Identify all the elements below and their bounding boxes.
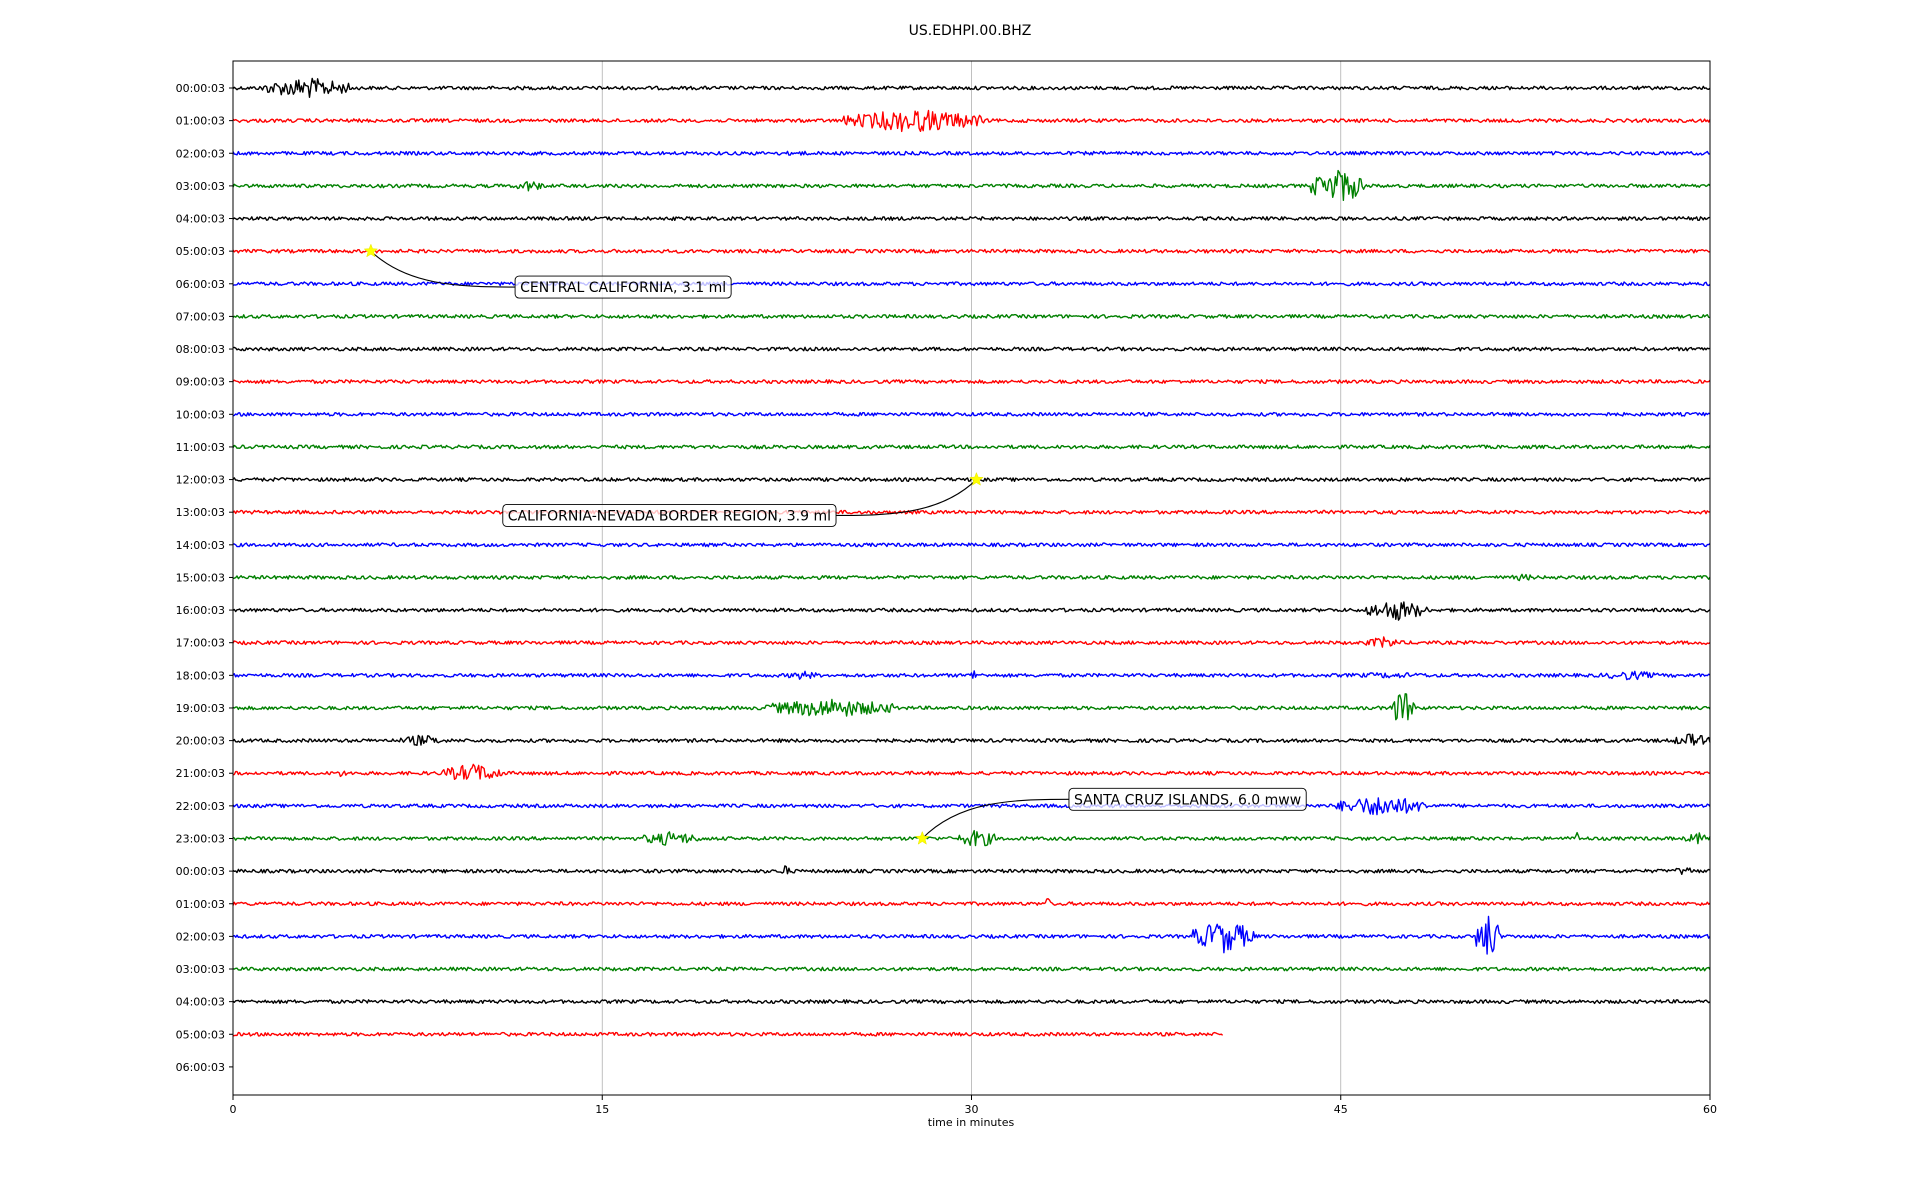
event-annotation-0: CENTRAL CALIFORNIA, 3.1 ml: [363, 243, 732, 299]
event-star-icon-0: [363, 243, 379, 258]
row-label-21: 21:00:03: [176, 767, 225, 780]
plot-frame: [232, 60, 1711, 1096]
trace-row-11: [232, 444, 1711, 450]
x-tick-label-0: 0: [230, 1103, 237, 1116]
trace-row-21: [232, 763, 1711, 780]
trace-row-24: [232, 865, 1711, 875]
event-annotation-1: CALIFORNIA-NEVADA BORDER REGION, 3.9 ml: [502, 471, 984, 527]
trace-row-27: [232, 966, 1711, 972]
trace-row-22: [232, 797, 1711, 816]
x-tick-label-3: 45: [1334, 1103, 1348, 1116]
event-star-icon-2: [914, 830, 930, 845]
row-label-15: 15:00:03: [176, 571, 225, 584]
x-axis-ticks: 0 15 30 45 60: [230, 1095, 1717, 1116]
event-annotation-connector-2: [921, 798, 1069, 839]
trace-row-5: [232, 248, 1711, 254]
row-label-12: 12:00:03: [176, 474, 225, 487]
trace-row-18: [232, 670, 1711, 681]
row-label-19: 19:00:03: [176, 702, 225, 715]
trace-row-2: [232, 150, 1710, 156]
x-axis-label: time in minutes: [928, 1116, 1015, 1129]
trace-row-25: [232, 898, 1711, 907]
trace-row-9: [232, 379, 1711, 385]
row-label-17: 17:00:03: [176, 637, 225, 650]
row-label-13: 13:00:03: [176, 506, 225, 519]
row-label-5: 05:00:03: [176, 245, 225, 258]
row-label-10: 10:00:03: [176, 408, 225, 421]
event-annotation-label-2: SANTA CRUZ ISLANDS, 6.0 mww: [1074, 792, 1301, 808]
trace-row-15: [232, 573, 1711, 582]
event-star-icon-1: [969, 471, 984, 486]
row-label-7: 07:00:03: [176, 310, 225, 323]
row-label-16: 16:00:03: [176, 604, 225, 617]
trace-row-4: [232, 216, 1710, 221]
x-tick-label-4: 60: [1703, 1103, 1717, 1116]
row-label-29: 05:00:03: [176, 1028, 225, 1041]
row-labels: 00:00:03 01:00:03 02:00:03 03:00:03 04:00:03…: [176, 82, 233, 1074]
chart-title: US.EDHPI.00.BHZ: [909, 23, 1032, 39]
trace-row-6: [232, 281, 1711, 287]
row-label-2: 02:00:03: [176, 147, 225, 160]
trace-row-19: [232, 693, 1711, 721]
row-label-30: 06:00:03: [176, 1061, 225, 1074]
trace-row-26: [232, 915, 1711, 955]
row-label-20: 20:00:03: [176, 735, 225, 748]
row-label-9: 09:00:03: [176, 376, 225, 389]
trace-row-23: [232, 829, 1711, 847]
row-label-4: 04:00:03: [176, 213, 225, 226]
row-label-0: 00:00:03: [176, 82, 225, 95]
trace-row-8: [232, 346, 1711, 352]
annotations: CENTRAL CALIFORNIA, 3.1 ml CALIFORNIA-NEV…: [363, 243, 1307, 845]
row-label-8: 08:00:03: [176, 343, 225, 356]
x-tick-label-2: 30: [965, 1103, 979, 1116]
trace-row-16: [232, 601, 1711, 621]
row-label-6: 06:00:03: [176, 278, 225, 291]
x-tick-label-1: 15: [595, 1103, 609, 1116]
trace-row-14: [232, 542, 1711, 548]
trace-row-0: [232, 77, 1711, 98]
row-label-3: 03:00:03: [176, 180, 225, 193]
row-label-24: 00:00:03: [176, 865, 225, 878]
row-label-14: 14:00:03: [176, 539, 225, 552]
row-label-18: 18:00:03: [176, 669, 225, 682]
event-annotation-connector-0: [370, 250, 516, 288]
row-label-11: 11:00:03: [176, 441, 225, 454]
row-label-22: 22:00:03: [176, 800, 225, 813]
row-label-23: 23:00:03: [176, 832, 225, 845]
row-label-28: 04:00:03: [176, 996, 225, 1009]
row-label-27: 03:00:03: [176, 963, 225, 976]
event-annotation-connector-1: [836, 479, 977, 517]
trace-row-10: [232, 411, 1711, 417]
trace-row-28: [232, 999, 1711, 1005]
event-annotation-label-1: CALIFORNIA-NEVADA BORDER REGION, 3.9 ml: [508, 508, 831, 524]
row-label-25: 01:00:03: [176, 898, 225, 911]
trace-layer: [232, 77, 1711, 1037]
row-label-1: 01:00:03: [176, 115, 225, 128]
trace-row-3: [232, 169, 1711, 201]
trace-row-17: [232, 636, 1711, 648]
trace-row-7: [232, 314, 1711, 319]
trace-row-29: [232, 1031, 1224, 1037]
trace-row-1: [232, 109, 1711, 133]
event-annotation-2: SANTA CRUZ ISLANDS, 6.0 mww: [914, 787, 1307, 845]
row-label-26: 02:00:03: [176, 930, 225, 943]
trace-row-20: [232, 733, 1711, 746]
trace-row-13: [232, 509, 1711, 515]
event-annotation-label-0: CENTRAL CALIFORNIA, 3.1 ml: [520, 280, 726, 296]
